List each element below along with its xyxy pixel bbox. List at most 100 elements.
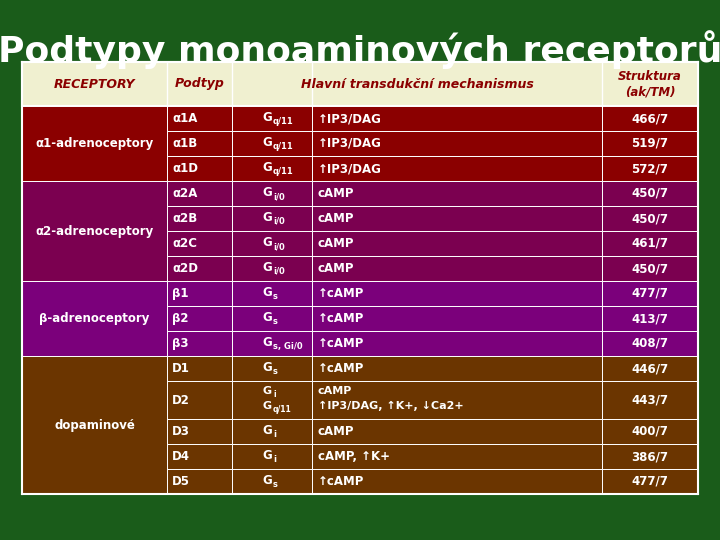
Bar bbox=[602, 106, 698, 131]
Text: 450/7: 450/7 bbox=[631, 187, 668, 200]
Text: G: G bbox=[262, 449, 272, 462]
Bar bbox=[167, 381, 232, 419]
Text: G: G bbox=[262, 361, 272, 374]
Bar bbox=[167, 131, 232, 156]
Bar bbox=[167, 106, 232, 131]
Text: i/0: i/0 bbox=[273, 217, 284, 226]
Bar bbox=[602, 231, 698, 256]
Text: β-adrenoceptory: β-adrenoceptory bbox=[40, 312, 150, 325]
Bar bbox=[232, 419, 312, 444]
Text: cAMP: cAMP bbox=[318, 187, 354, 200]
Bar bbox=[312, 469, 602, 494]
Bar bbox=[312, 444, 602, 469]
Text: q/11: q/11 bbox=[273, 167, 294, 176]
Text: α2A: α2A bbox=[172, 187, 197, 200]
Bar bbox=[312, 281, 602, 306]
Text: ↑cAMP: ↑cAMP bbox=[318, 287, 364, 300]
Bar bbox=[232, 381, 312, 419]
Text: G: G bbox=[262, 161, 272, 174]
Bar bbox=[312, 131, 602, 156]
Bar bbox=[602, 306, 698, 331]
Text: α2D: α2D bbox=[172, 262, 198, 275]
Text: 450/7: 450/7 bbox=[631, 262, 668, 275]
Text: cAMP: cAMP bbox=[318, 212, 354, 225]
Text: α1B: α1B bbox=[172, 137, 197, 150]
Text: 477/7: 477/7 bbox=[631, 287, 668, 300]
Text: α2B: α2B bbox=[172, 212, 197, 225]
Text: ↑cAMP: ↑cAMP bbox=[318, 337, 364, 350]
Bar bbox=[167, 156, 232, 181]
Text: s: s bbox=[273, 480, 278, 489]
Text: α2C: α2C bbox=[172, 237, 197, 250]
Bar bbox=[167, 256, 232, 281]
Bar bbox=[312, 181, 602, 206]
Bar bbox=[167, 356, 232, 381]
Bar bbox=[602, 381, 698, 419]
Text: 413/7: 413/7 bbox=[631, 312, 668, 325]
Bar bbox=[312, 256, 602, 281]
Text: 466/7: 466/7 bbox=[631, 112, 669, 125]
Text: 450/7: 450/7 bbox=[631, 212, 668, 225]
Text: RECEPTORY: RECEPTORY bbox=[54, 78, 135, 91]
Text: q/11: q/11 bbox=[273, 405, 292, 414]
Text: G: G bbox=[262, 311, 272, 324]
Bar bbox=[602, 181, 698, 206]
Text: G: G bbox=[262, 111, 272, 124]
Text: 461/7: 461/7 bbox=[631, 237, 668, 250]
Text: 386/7: 386/7 bbox=[631, 450, 668, 463]
Text: D3: D3 bbox=[172, 425, 190, 438]
Text: 400/7: 400/7 bbox=[631, 425, 668, 438]
Bar bbox=[312, 381, 602, 419]
Bar bbox=[602, 281, 698, 306]
Bar bbox=[232, 181, 312, 206]
Text: ↑IP3/DAG: ↑IP3/DAG bbox=[318, 162, 382, 175]
Text: α1A: α1A bbox=[172, 112, 197, 125]
Bar bbox=[167, 419, 232, 444]
Text: i: i bbox=[273, 390, 276, 399]
Text: Hlavní transdukční mechanismus: Hlavní transdukční mechanismus bbox=[300, 78, 534, 91]
Text: G: G bbox=[263, 386, 272, 396]
Text: G: G bbox=[262, 136, 272, 149]
Text: cAMP: cAMP bbox=[318, 262, 354, 275]
Text: 446/7: 446/7 bbox=[631, 362, 669, 375]
Text: D1: D1 bbox=[172, 362, 190, 375]
Bar bbox=[602, 469, 698, 494]
Bar bbox=[312, 419, 602, 444]
Bar bbox=[167, 181, 232, 206]
Text: ↑cAMP: ↑cAMP bbox=[318, 475, 364, 488]
Text: ↑IP3/DAG, ↑K+, ↓Ca2+: ↑IP3/DAG, ↑K+, ↓Ca2+ bbox=[318, 401, 464, 411]
Text: α2-adrenoceptory: α2-adrenoceptory bbox=[35, 225, 153, 238]
Bar bbox=[22, 356, 167, 494]
Text: ↑cAMP: ↑cAMP bbox=[318, 362, 364, 375]
Text: Podtyp: Podtyp bbox=[174, 78, 225, 91]
Text: i/0: i/0 bbox=[273, 242, 284, 251]
Bar bbox=[232, 444, 312, 469]
Text: s: s bbox=[273, 292, 278, 301]
Bar bbox=[602, 206, 698, 231]
Bar bbox=[22, 106, 167, 181]
Text: Struktura
(ak/TM): Struktura (ak/TM) bbox=[618, 70, 682, 98]
Bar bbox=[22, 62, 698, 106]
Text: cAMP: cAMP bbox=[318, 425, 354, 438]
Bar bbox=[232, 156, 312, 181]
Bar bbox=[312, 331, 602, 356]
Bar bbox=[602, 131, 698, 156]
Bar bbox=[232, 469, 312, 494]
Bar bbox=[22, 281, 167, 356]
Text: s, Gi/0: s, Gi/0 bbox=[273, 342, 302, 351]
Text: i/0: i/0 bbox=[273, 267, 284, 276]
Bar bbox=[232, 306, 312, 331]
Text: β1: β1 bbox=[172, 287, 189, 300]
Text: cAMP: cAMP bbox=[318, 237, 354, 250]
Text: G: G bbox=[262, 424, 272, 437]
Text: β2: β2 bbox=[172, 312, 189, 325]
Text: D5: D5 bbox=[172, 475, 190, 488]
Bar bbox=[232, 356, 312, 381]
Bar bbox=[167, 469, 232, 494]
Text: s: s bbox=[273, 367, 278, 376]
Text: 408/7: 408/7 bbox=[631, 337, 668, 350]
Text: i/0: i/0 bbox=[273, 192, 284, 201]
Text: q/11: q/11 bbox=[273, 142, 294, 151]
Bar bbox=[167, 306, 232, 331]
Text: G: G bbox=[262, 236, 272, 249]
